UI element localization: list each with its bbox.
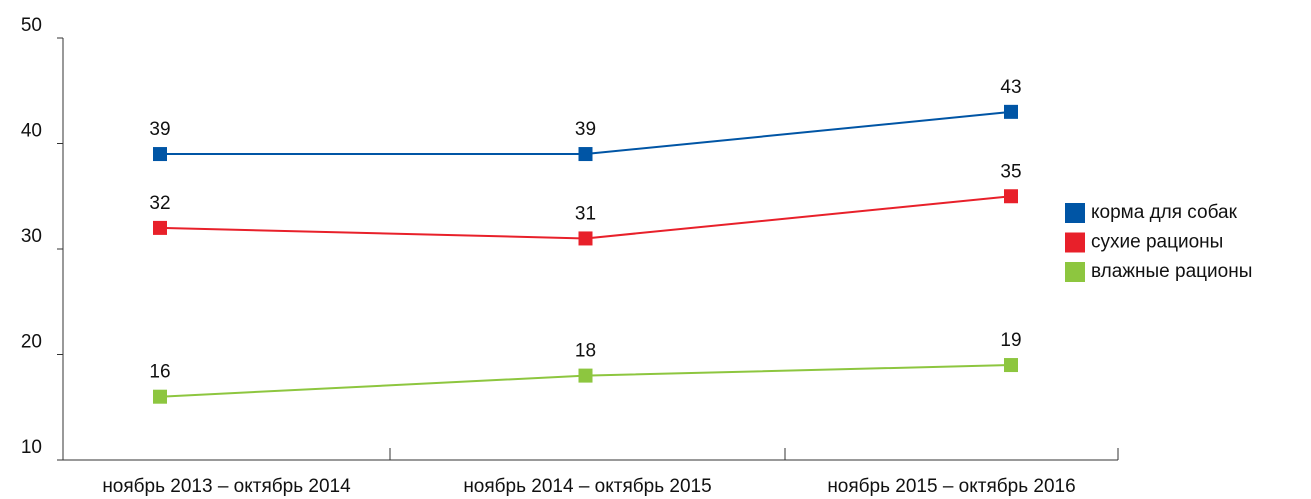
legend-swatch bbox=[1065, 232, 1085, 253]
y-tick-label: 50 bbox=[21, 15, 42, 36]
data-label: 31 bbox=[575, 203, 596, 224]
y-tick-label: 20 bbox=[21, 332, 42, 353]
legend-label: корма для собак bbox=[1091, 202, 1238, 223]
data-label: 19 bbox=[1000, 330, 1021, 351]
point bbox=[1004, 104, 1018, 119]
legend-label: сухие рационы bbox=[1091, 232, 1223, 253]
x-tick-label: ноябрь 2013 – октябрь 2014 bbox=[102, 476, 351, 497]
point bbox=[1004, 358, 1018, 373]
x-tick-label: ноябрь 2014 – октябрь 2015 bbox=[463, 476, 711, 497]
y-tick-label: 40 bbox=[21, 121, 42, 142]
point bbox=[578, 368, 593, 383]
data-label: 18 bbox=[575, 341, 596, 362]
point bbox=[153, 220, 167, 235]
data-label: 43 bbox=[1000, 77, 1021, 98]
x-tick-label: ноябрь 2015 – октябрь 2016 bbox=[827, 476, 1075, 497]
data-label: 32 bbox=[149, 193, 170, 214]
data-label: 39 bbox=[575, 119, 596, 140]
legend-swatch bbox=[1065, 203, 1085, 223]
legend-swatch bbox=[1065, 262, 1085, 282]
y-tick-label: 10 bbox=[21, 437, 42, 458]
point bbox=[153, 389, 167, 404]
point bbox=[578, 231, 593, 246]
data-label: 16 bbox=[149, 362, 170, 383]
y-tick-label: 30 bbox=[21, 226, 42, 247]
legend-label: влажные рационы bbox=[1091, 261, 1252, 282]
point bbox=[153, 147, 167, 162]
point bbox=[578, 147, 593, 162]
data-label: 39 bbox=[149, 119, 170, 140]
data-label: 35 bbox=[1000, 161, 1021, 182]
point bbox=[1004, 189, 1018, 204]
